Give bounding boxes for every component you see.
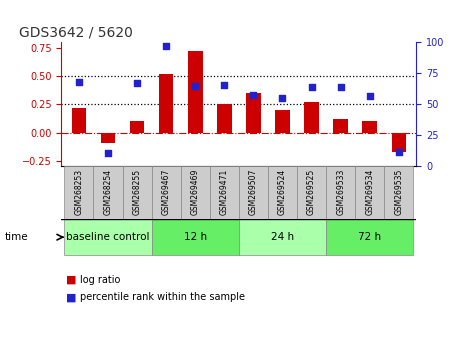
Bar bbox=[152, 219, 239, 255]
Point bbox=[104, 150, 112, 156]
Bar bbox=[123, 166, 152, 219]
Bar bbox=[130, 121, 144, 133]
Bar bbox=[326, 219, 413, 255]
Text: 72 h: 72 h bbox=[358, 232, 381, 242]
Text: baseline control: baseline control bbox=[66, 232, 150, 242]
Bar bbox=[72, 108, 86, 133]
Text: 24 h: 24 h bbox=[271, 232, 294, 242]
Bar bbox=[362, 121, 377, 133]
Text: 12 h: 12 h bbox=[184, 232, 207, 242]
Text: GSM268254: GSM268254 bbox=[104, 169, 113, 215]
Text: GSM269471: GSM269471 bbox=[220, 169, 229, 215]
Text: percentile rank within the sample: percentile rank within the sample bbox=[80, 292, 245, 302]
Bar bbox=[333, 119, 348, 133]
Text: time: time bbox=[5, 232, 28, 242]
Point bbox=[220, 82, 228, 87]
Bar bbox=[181, 166, 210, 219]
Bar bbox=[94, 166, 123, 219]
Bar bbox=[268, 166, 297, 219]
Bar bbox=[159, 74, 174, 133]
Bar bbox=[210, 166, 239, 219]
Point bbox=[366, 93, 374, 98]
Bar bbox=[384, 166, 413, 219]
Bar bbox=[64, 219, 152, 255]
Bar bbox=[152, 166, 181, 219]
Bar bbox=[64, 166, 94, 219]
Bar bbox=[275, 110, 290, 133]
Bar bbox=[101, 133, 115, 143]
Bar bbox=[246, 93, 261, 133]
Text: ■: ■ bbox=[66, 275, 77, 285]
Bar bbox=[297, 166, 326, 219]
Text: GSM268255: GSM268255 bbox=[132, 169, 141, 215]
Text: log ratio: log ratio bbox=[80, 275, 121, 285]
Point bbox=[308, 84, 315, 90]
Point bbox=[75, 79, 83, 85]
Bar bbox=[239, 166, 268, 219]
Bar bbox=[392, 133, 406, 152]
Point bbox=[133, 81, 141, 86]
Bar bbox=[304, 102, 319, 133]
Point bbox=[395, 149, 403, 154]
Text: GSM269469: GSM269469 bbox=[191, 169, 200, 216]
Bar bbox=[326, 166, 355, 219]
Text: ■: ■ bbox=[66, 292, 77, 302]
Point bbox=[279, 96, 286, 101]
Text: GSM269507: GSM269507 bbox=[249, 169, 258, 216]
Bar bbox=[188, 51, 202, 133]
Text: GSM268253: GSM268253 bbox=[74, 169, 83, 215]
Text: GSM269524: GSM269524 bbox=[278, 169, 287, 215]
Text: GSM269535: GSM269535 bbox=[394, 169, 403, 216]
Point bbox=[162, 44, 170, 49]
Text: GSM269534: GSM269534 bbox=[365, 169, 374, 216]
Text: GSM269533: GSM269533 bbox=[336, 169, 345, 216]
Bar bbox=[355, 166, 384, 219]
Text: GSM269467: GSM269467 bbox=[162, 169, 171, 216]
Point bbox=[337, 84, 344, 90]
Text: GDS3642 / 5620: GDS3642 / 5620 bbox=[19, 26, 133, 40]
Bar bbox=[239, 219, 326, 255]
Point bbox=[192, 83, 199, 89]
Point bbox=[250, 92, 257, 97]
Text: GSM269525: GSM269525 bbox=[307, 169, 316, 215]
Bar bbox=[217, 104, 232, 133]
